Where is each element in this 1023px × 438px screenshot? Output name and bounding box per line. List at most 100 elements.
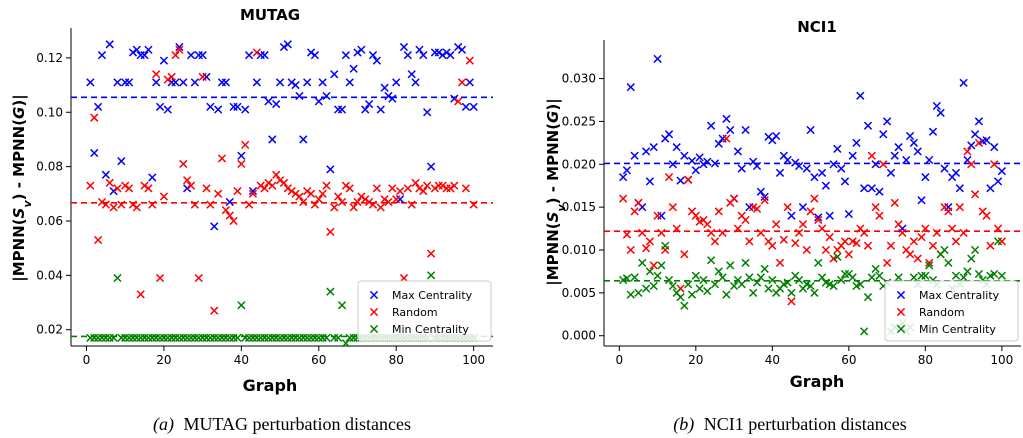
point-random — [944, 207, 953, 216]
point-max — [626, 83, 635, 92]
point-min — [287, 333, 296, 342]
point-min — [198, 333, 207, 342]
point-min — [680, 301, 689, 310]
point-max — [622, 166, 632, 175]
point-random — [706, 228, 716, 237]
point-min — [967, 254, 976, 263]
x-axis-label: Graph — [243, 376, 298, 395]
point-random — [190, 200, 200, 209]
point-max — [741, 125, 750, 135]
point-min — [314, 333, 323, 342]
point-max — [657, 211, 666, 220]
point-max — [430, 48, 440, 57]
point-max — [202, 72, 211, 82]
point-max — [330, 70, 339, 79]
point-random — [268, 181, 277, 190]
point-max — [461, 102, 471, 111]
point-random — [860, 228, 869, 237]
point-random — [461, 184, 471, 193]
point-max — [722, 114, 731, 123]
point-random — [287, 186, 296, 196]
point-random — [890, 198, 899, 207]
y-tick-label: 0.030 — [562, 72, 596, 86]
point-max — [469, 102, 478, 111]
point-min — [718, 273, 727, 282]
point-min — [814, 258, 823, 267]
point-random — [368, 200, 378, 209]
point-min — [737, 280, 746, 289]
point-max — [806, 125, 815, 135]
point-min — [638, 258, 647, 267]
point-max — [442, 48, 451, 57]
point-random — [718, 228, 727, 237]
point-max — [902, 155, 911, 165]
point-random — [136, 290, 145, 299]
x-tick-label: 80 — [918, 353, 933, 367]
point-random — [361, 195, 370, 204]
point-min — [649, 281, 658, 291]
point-random — [148, 200, 157, 209]
point-min — [86, 333, 95, 342]
point-random — [392, 195, 401, 204]
point-random — [756, 228, 765, 237]
point-random — [821, 245, 831, 255]
point-min — [676, 293, 685, 302]
point-min — [190, 333, 200, 342]
point-max — [737, 164, 746, 173]
mean-lines — [604, 162, 1021, 282]
point-max — [802, 164, 811, 173]
point-random — [863, 241, 873, 250]
point-max — [772, 131, 781, 141]
point-random — [791, 239, 800, 248]
point-max — [303, 78, 312, 87]
point-max — [113, 78, 122, 87]
point-max — [186, 51, 196, 60]
point-random — [279, 178, 289, 188]
point-min — [710, 280, 720, 289]
legend-marker-max — [369, 290, 379, 300]
point-min — [626, 290, 635, 299]
point-random — [202, 184, 211, 193]
point-random — [90, 113, 99, 122]
point-random — [186, 181, 196, 190]
point-random — [951, 237, 961, 246]
point-max — [272, 99, 281, 109]
point-min — [657, 261, 666, 270]
point-max — [630, 151, 639, 160]
y-tick-label: 0.04 — [36, 268, 63, 282]
point-random — [787, 297, 796, 306]
point-random — [814, 215, 823, 225]
point-max — [936, 108, 945, 117]
point-min — [186, 333, 196, 342]
point-max — [233, 102, 242, 111]
point-random — [179, 159, 188, 169]
point-max — [450, 94, 459, 103]
point-min — [334, 333, 343, 342]
point-random — [618, 194, 628, 203]
point-random — [198, 72, 207, 82]
point-random — [684, 175, 693, 184]
point-max — [225, 197, 234, 207]
point-min — [202, 333, 211, 342]
legend-box — [884, 280, 1019, 342]
point-min — [93, 333, 103, 342]
point-max — [706, 121, 716, 130]
point-max — [890, 151, 899, 160]
point-max — [687, 156, 697, 165]
point-min — [179, 333, 188, 342]
point-random — [194, 273, 203, 283]
point-max — [974, 117, 984, 126]
point-max — [817, 168, 827, 177]
point-max — [676, 176, 685, 185]
point-random — [411, 178, 420, 188]
point-max — [454, 42, 463, 52]
y-axis-label: |MPNN(Sv) - MPNN(G)| — [10, 94, 34, 281]
y-tick-label: 0.015 — [562, 200, 596, 214]
point-min — [856, 280, 865, 289]
point-max — [244, 51, 254, 60]
point-max — [852, 138, 861, 147]
point-min — [225, 333, 234, 342]
point-max — [856, 91, 865, 100]
point-min — [653, 271, 662, 280]
point-min — [817, 273, 827, 282]
